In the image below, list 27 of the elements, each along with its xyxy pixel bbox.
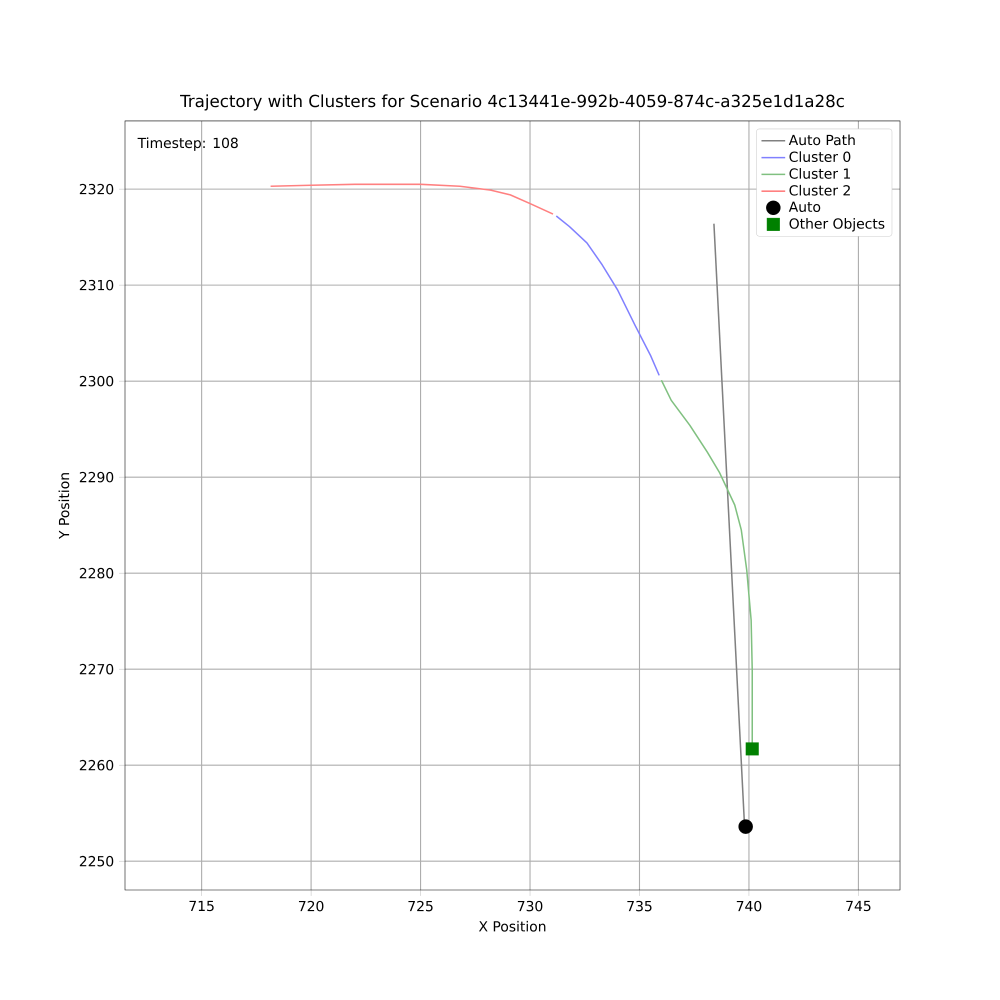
annotation: Timestep: 108 — [138, 137, 238, 151]
y-tick-label: 2250 — [80, 856, 114, 866]
y-tick-label: 2280 — [80, 568, 114, 578]
chart-title: Trajectory with Clusters for Scenario 4c13441e-992b-4059-874c-a325e1d1a28c — [180, 94, 844, 110]
y-tick-label: 2310 — [80, 280, 114, 290]
x-tick-label: 740 — [736, 900, 762, 912]
legend-label: Auto Path — [788, 134, 855, 146]
x-tick-label: 730 — [518, 900, 542, 912]
y-tick-label: 2270 — [80, 664, 114, 674]
legend-label: Auto — [788, 202, 820, 212]
legend-label: Cluster 0 — [790, 151, 850, 162]
y-tick-label: 2300 — [80, 376, 114, 386]
x-tick-label: 725 — [408, 900, 433, 912]
x-tick-label: 745 — [846, 900, 870, 912]
line-series — [270, 184, 554, 215]
y-axis-title: Y Position — [58, 473, 70, 539]
y-tick-label: 2320 — [80, 184, 114, 194]
x-axis-title: X Position — [478, 920, 546, 932]
x-tick-label: 715 — [190, 900, 214, 912]
y-tick-label: 2290 — [80, 472, 114, 482]
legend-label: Other Objects — [790, 218, 884, 232]
y-tick-label: 2260 — [80, 760, 114, 770]
legend-label: Cluster 2 — [790, 184, 850, 196]
x-tick-label: 720 — [298, 900, 324, 912]
legend-label: Cluster 1 — [790, 168, 850, 179]
line-series — [556, 215, 660, 376]
x-tick-label: 735 — [627, 900, 652, 912]
